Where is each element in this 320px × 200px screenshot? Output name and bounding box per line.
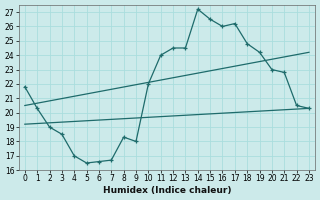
X-axis label: Humidex (Indice chaleur): Humidex (Indice chaleur)	[103, 186, 231, 195]
